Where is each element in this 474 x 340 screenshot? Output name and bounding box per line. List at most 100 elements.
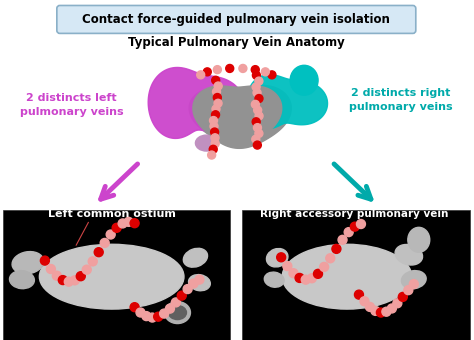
Circle shape	[136, 308, 145, 317]
Circle shape	[94, 248, 103, 257]
Circle shape	[254, 141, 261, 149]
Circle shape	[253, 71, 260, 79]
Circle shape	[46, 265, 55, 273]
Circle shape	[214, 99, 222, 107]
Circle shape	[261, 68, 269, 76]
Circle shape	[410, 279, 418, 289]
Ellipse shape	[195, 135, 218, 151]
Circle shape	[404, 286, 413, 295]
Circle shape	[124, 217, 133, 226]
Circle shape	[283, 261, 292, 271]
Circle shape	[371, 306, 380, 316]
Text: 2 distincts left
pulmonary veins: 2 distincts left pulmonary veins	[20, 93, 124, 117]
Ellipse shape	[395, 244, 422, 265]
Circle shape	[289, 269, 298, 278]
Ellipse shape	[9, 271, 35, 289]
Ellipse shape	[408, 227, 430, 252]
Circle shape	[239, 65, 247, 72]
Circle shape	[209, 145, 217, 153]
FancyBboxPatch shape	[3, 210, 230, 340]
Text: Typical Pulmonary Vein Anatomy: Typical Pulmonary Vein Anatomy	[128, 36, 345, 49]
Circle shape	[211, 111, 219, 119]
Circle shape	[197, 71, 205, 79]
Circle shape	[355, 290, 364, 299]
Circle shape	[254, 124, 262, 132]
Circle shape	[210, 128, 219, 136]
Circle shape	[70, 276, 79, 285]
Circle shape	[387, 304, 396, 313]
Circle shape	[210, 117, 218, 124]
Circle shape	[398, 292, 407, 301]
Circle shape	[212, 105, 220, 113]
Ellipse shape	[290, 65, 318, 95]
Circle shape	[350, 222, 359, 231]
Circle shape	[58, 276, 67, 285]
Circle shape	[148, 313, 157, 322]
Circle shape	[64, 277, 73, 286]
Circle shape	[195, 275, 204, 284]
Circle shape	[252, 83, 260, 91]
Circle shape	[212, 76, 219, 84]
Circle shape	[382, 307, 391, 316]
Circle shape	[360, 297, 369, 306]
Ellipse shape	[266, 249, 288, 267]
Circle shape	[106, 230, 115, 239]
Circle shape	[365, 303, 374, 311]
Circle shape	[255, 112, 263, 120]
Circle shape	[160, 309, 169, 318]
Circle shape	[332, 244, 341, 253]
Circle shape	[295, 273, 304, 283]
Circle shape	[356, 220, 365, 228]
Ellipse shape	[282, 244, 412, 309]
Polygon shape	[189, 85, 292, 148]
Circle shape	[118, 219, 127, 228]
Circle shape	[213, 94, 221, 102]
FancyBboxPatch shape	[242, 210, 470, 340]
Circle shape	[142, 312, 151, 321]
Ellipse shape	[39, 244, 184, 309]
Ellipse shape	[401, 271, 426, 289]
Ellipse shape	[183, 248, 208, 267]
Circle shape	[255, 130, 263, 137]
Circle shape	[211, 139, 219, 148]
Circle shape	[130, 303, 139, 312]
Circle shape	[213, 66, 221, 74]
Circle shape	[82, 265, 91, 274]
Circle shape	[88, 257, 97, 266]
Text: Left common ostium: Left common ostium	[48, 209, 175, 219]
Circle shape	[226, 65, 234, 72]
Circle shape	[301, 275, 310, 284]
Circle shape	[255, 95, 263, 103]
Polygon shape	[193, 86, 282, 144]
Circle shape	[252, 118, 260, 126]
Circle shape	[189, 279, 198, 288]
Ellipse shape	[264, 272, 284, 287]
Circle shape	[393, 299, 402, 308]
Circle shape	[313, 269, 322, 278]
Circle shape	[307, 274, 316, 283]
Circle shape	[326, 254, 335, 263]
Circle shape	[165, 304, 174, 313]
Circle shape	[252, 135, 260, 143]
Circle shape	[251, 66, 259, 74]
Text: Contact force-guided pulmonary vein isolation: Contact force-guided pulmonary vein isol…	[82, 13, 390, 26]
Circle shape	[210, 122, 218, 130]
Ellipse shape	[12, 252, 44, 274]
Circle shape	[212, 88, 220, 96]
Circle shape	[100, 238, 109, 248]
Circle shape	[208, 151, 216, 159]
FancyBboxPatch shape	[57, 5, 416, 33]
Circle shape	[214, 82, 222, 90]
Circle shape	[277, 253, 286, 262]
Circle shape	[376, 308, 385, 317]
Circle shape	[112, 223, 121, 232]
Circle shape	[211, 134, 219, 142]
Circle shape	[172, 298, 180, 307]
Circle shape	[253, 89, 261, 97]
Polygon shape	[247, 74, 328, 129]
Circle shape	[255, 77, 263, 85]
Circle shape	[338, 235, 347, 244]
Circle shape	[319, 262, 328, 271]
Text: Right accessory pulmonary vein: Right accessory pulmonary vein	[260, 209, 448, 219]
Text: 2 distincts right
pulmonary veins: 2 distincts right pulmonary veins	[349, 88, 453, 112]
